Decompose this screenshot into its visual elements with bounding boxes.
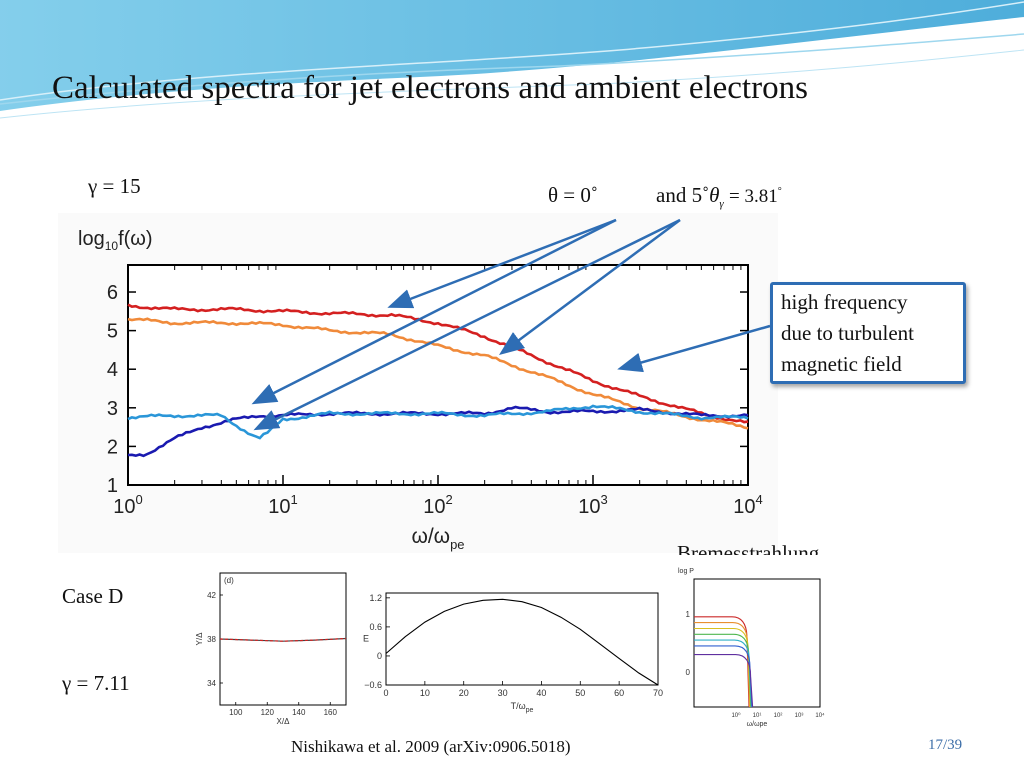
- y-tick-label: 4: [107, 359, 118, 381]
- x-tick-label: 160: [324, 708, 338, 717]
- y-tick-label: 42: [207, 591, 216, 600]
- brems-spectrum-line: [694, 654, 754, 708]
- theta-gamma-value: = 3.81: [729, 186, 778, 207]
- x-tick-label: 10²: [774, 713, 783, 719]
- x-tick-label: 50: [575, 688, 585, 698]
- page-number: 17/39: [928, 737, 963, 753]
- trajectory-panel: (d) 34 38 42 100 120 140 160 X/Δ Y/Δ: [195, 572, 347, 726]
- x-tick-label: 10³: [795, 713, 804, 719]
- y-tick-label: 3: [107, 398, 118, 420]
- slide-title: Calculated spectra for jet electrons and…: [52, 70, 808, 106]
- theta-gamma-degree: °: [777, 186, 782, 197]
- x-tick-label: 0: [383, 688, 388, 698]
- x-axis-label: T/ωpe: [511, 701, 534, 714]
- x-tick-label: 120: [261, 708, 275, 717]
- energy-line: [385, 598, 659, 686]
- spectra-chart: 1 2 3 4 5 6 100 101 102 103 104 log10f(ω) ω/ωpe: [58, 213, 778, 553]
- y-tick-label: 38: [207, 635, 216, 644]
- x-tick-label: 10⁴: [815, 712, 825, 719]
- x-axis-label: ω/ωpe: [411, 525, 464, 552]
- theta-five-label: and 5˚θγ = 3.81°: [656, 183, 782, 210]
- y-tick-label: 0: [686, 668, 691, 677]
- callout-line: magnetic field: [781, 352, 902, 376]
- x-tick-label: 60: [614, 688, 624, 698]
- brems-frame: [693, 578, 821, 708]
- x-axis-label: ω/ωpe: [747, 721, 768, 728]
- x-tick-label: 101: [268, 492, 297, 518]
- x-tick-label: 104: [733, 492, 762, 518]
- arrow-theta0-blue: [251, 218, 617, 405]
- x-tick-label: 10¹: [753, 713, 762, 719]
- and-five-text: and 5˚: [656, 183, 710, 207]
- spectrum-series-line: [127, 404, 749, 440]
- y-tick-label: 0.6: [369, 622, 382, 632]
- x-tick-label: 102: [423, 492, 452, 518]
- x-tick-label: 30: [498, 688, 508, 698]
- energy-frame: [385, 592, 659, 686]
- y-tick-label: 1: [107, 475, 118, 497]
- spectrum-series-line: [127, 405, 749, 458]
- y-axis-label: log P: [678, 568, 694, 575]
- arrow-high-frequency: [617, 324, 771, 373]
- x-tick-label: 140: [292, 708, 306, 717]
- callout-line: high frequency: [781, 290, 908, 314]
- gamma-15-label: γ = 15: [88, 174, 141, 198]
- y-tick-label: 1: [686, 610, 691, 619]
- case-d-label: Case D: [62, 584, 124, 608]
- y-tick-label: 0: [377, 651, 382, 661]
- panel-label: (d): [224, 576, 234, 585]
- y-tick-label: 5: [107, 321, 118, 343]
- arrow-theta5-orange: [498, 218, 681, 355]
- arrow-theta0-red: [387, 218, 617, 309]
- high-frequency-callout: high frequency due to turbulent magnetic…: [770, 282, 966, 384]
- arrow-theta5-lightblue: [253, 218, 681, 431]
- x-axis-label: X/Δ: [277, 717, 291, 726]
- x-tick-label: 100: [113, 492, 142, 518]
- y-axis-label: E: [363, 633, 369, 643]
- x-tick-label: 10⁰: [731, 712, 741, 719]
- trajectory-line: [219, 637, 347, 642]
- x-tick-label: 100: [229, 708, 243, 717]
- y-axis-label: Y/Δ: [195, 632, 204, 646]
- theta-zero-label: θ = 0˚: [548, 183, 598, 207]
- gamma-7-label: γ = 7.11: [62, 671, 130, 695]
- y-tick-label: 34: [207, 679, 216, 688]
- citation: Nishikawa et al. 2009 (arXiv:0906.5018): [291, 737, 571, 756]
- bremsstrahlung-panel: log P 0 1 10⁰ 10¹ 10² 10³ 10⁴ ω/ωpe: [678, 568, 825, 728]
- theta-gamma-subscript: γ: [719, 198, 724, 211]
- spectra-plot-area: 1 2 3 4 5 6 100 101 102 103 104 log10f(ω) ω/ωpe: [78, 228, 763, 552]
- y-tick-label: 2: [107, 436, 118, 458]
- theta-gamma-symbol: θ: [709, 183, 720, 207]
- callout-line: due to turbulent: [781, 321, 914, 345]
- spectrum-series-line: [127, 303, 749, 424]
- y-axis-label: log10f(ω): [78, 228, 153, 253]
- x-tick-label: 20: [459, 688, 469, 698]
- y-tick-label: −0.6: [364, 680, 382, 690]
- header-wave-decoration: [0, 0, 1024, 119]
- x-tick-label: 103: [578, 492, 607, 518]
- x-tick-label: 40: [536, 688, 546, 698]
- y-tick-label: 1.2: [369, 593, 382, 603]
- plot-frame: [127, 264, 749, 486]
- x-tick-label: 70: [653, 688, 663, 698]
- y-tick-label: 6: [107, 282, 118, 304]
- x-tick-label: 10: [420, 688, 430, 698]
